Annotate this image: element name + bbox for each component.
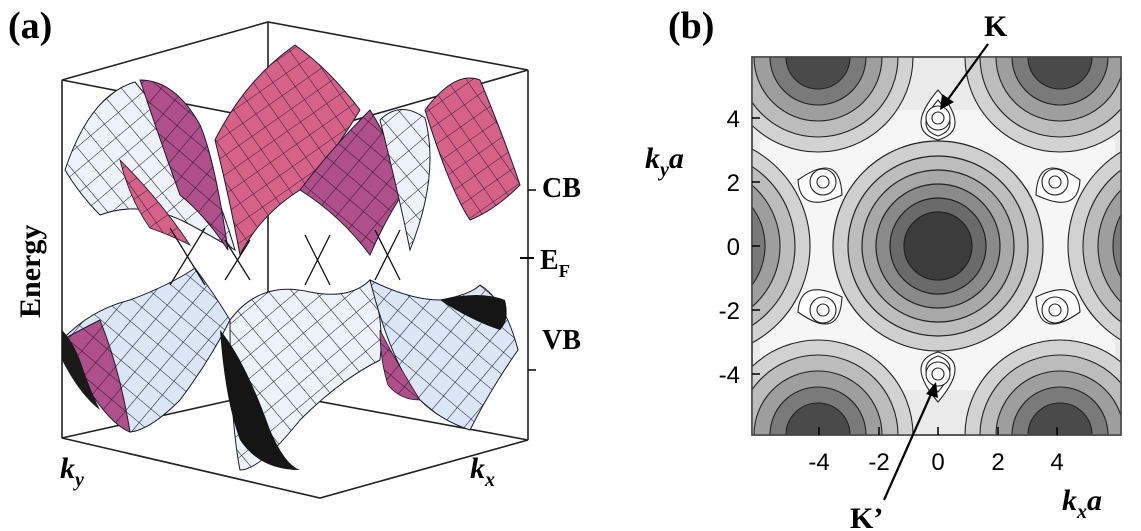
kxa-main: k — [1062, 484, 1077, 517]
ky-subscript: y — [73, 469, 84, 491]
panel-a-label: (a) — [8, 5, 53, 47]
k-prime-point-label: K’ — [850, 502, 883, 531]
conduction-band-surface — [64, 44, 521, 257]
kxa-sub: x — [1076, 501, 1087, 523]
vb-label: VB — [542, 325, 581, 356]
ky-main: k — [60, 452, 75, 485]
kx-axis-label: kx — [470, 452, 495, 491]
gamma-point-well — [832, 140, 1044, 352]
dirac-points — [169, 227, 401, 286]
x-tick: 4 — [1050, 449, 1063, 476]
x-tick: -2 — [868, 449, 889, 476]
k-arrow — [940, 43, 989, 110]
panel-b-label: (b) — [668, 5, 715, 47]
ef-subscript: F — [559, 261, 570, 281]
kxa-axis-label: kxa — [1062, 484, 1102, 523]
cb-label: CB — [542, 173, 581, 204]
y-tick: 0 — [727, 234, 740, 261]
contour-ticks — [752, 117, 1058, 435]
axis-ticks — [528, 189, 536, 371]
k-point-label: K — [984, 10, 1008, 43]
x-tick: 0 — [931, 449, 944, 476]
y-tick: -4 — [719, 362, 740, 389]
kya-tail: a — [669, 142, 684, 175]
x-tick: -4 — [808, 449, 829, 476]
y-tick: -2 — [719, 298, 740, 325]
kya-sub: y — [658, 159, 669, 181]
kx-subscript: x — [484, 469, 495, 491]
y-tick: 2 — [727, 170, 740, 197]
valence-band-surface — [61, 267, 519, 471]
k-prime-arrow — [882, 382, 938, 501]
energy-axis-label: Energy — [14, 225, 47, 318]
ky-axis-label: ky — [60, 452, 84, 491]
dirac-pockets — [797, 89, 1081, 403]
y-tick-labels: 4 2 0 -2 -4 — [719, 106, 740, 389]
kxa-tail: a — [1087, 484, 1102, 517]
kya-axis-label: kya — [645, 142, 684, 181]
kx-main: k — [470, 452, 485, 485]
panel-a-band-structure: Energy CB EF VB ky kx — [14, 21, 581, 499]
y-tick: 4 — [727, 106, 740, 133]
edge-wells — [752, 57, 1121, 435]
kya-main: k — [645, 142, 660, 175]
x-tick-labels: -4 -2 0 2 4 — [808, 449, 1063, 476]
ef-main: E — [540, 245, 559, 276]
panel-b-contour-plot: -4 -2 0 2 4 4 2 0 -2 -4 kya kxa K K’ — [645, 10, 1122, 531]
x-tick: 2 — [991, 449, 1004, 476]
ef-label: EF — [540, 245, 570, 281]
